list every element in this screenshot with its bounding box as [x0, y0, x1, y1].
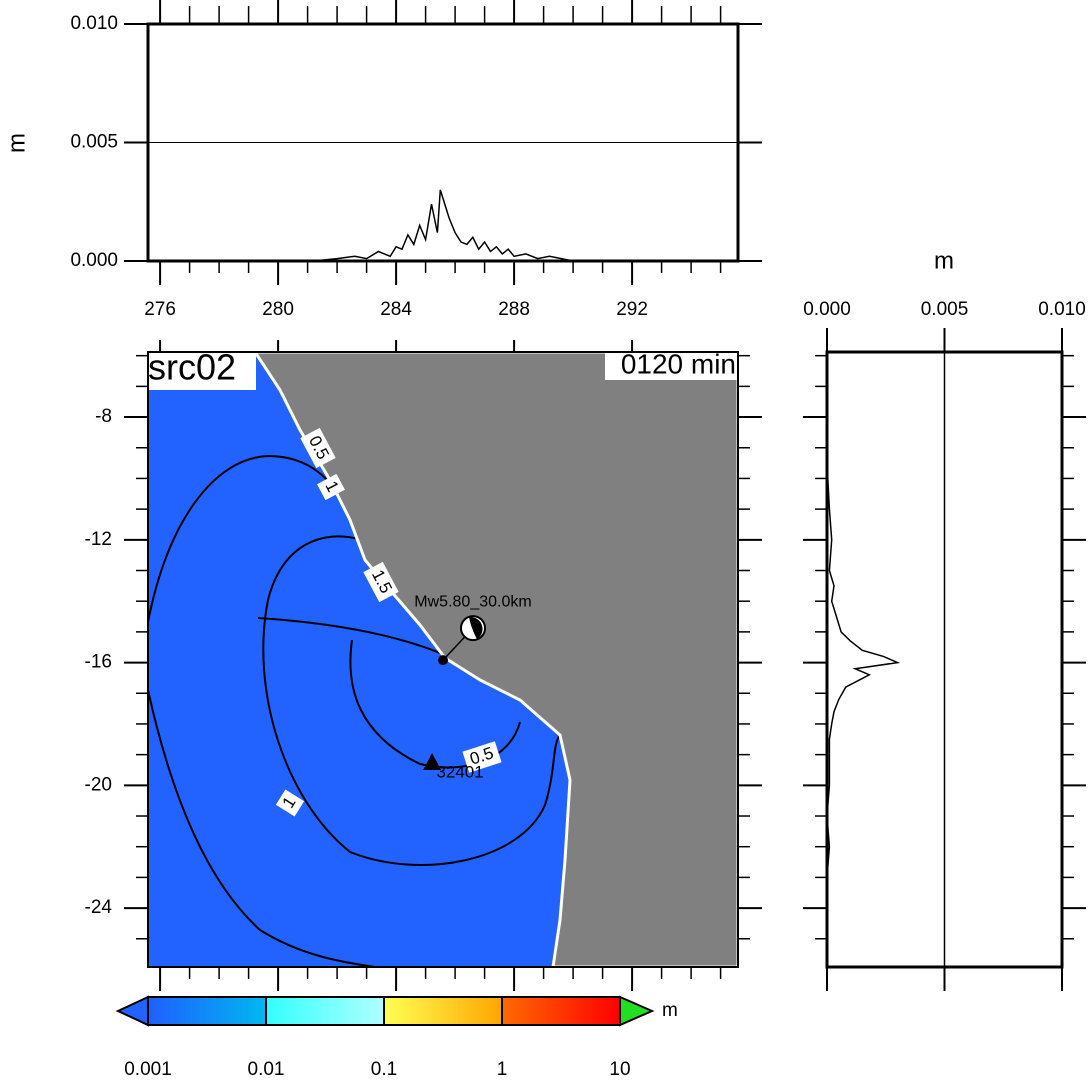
- beachball-quadrant: [469, 617, 483, 640]
- y-tick-label: 0.010: [70, 13, 118, 34]
- colorbar-segment: [148, 997, 266, 1025]
- time-box: [605, 350, 740, 380]
- y-tick-label: 0.000: [70, 250, 118, 271]
- colorbar-tick-label: 0.001: [124, 1059, 172, 1080]
- map-frame: [147, 351, 739, 968]
- x-tick-label: 0.010: [1038, 299, 1086, 320]
- x-axis-label: m: [934, 247, 954, 274]
- contour-line: [262, 535, 561, 866]
- x-tick-label: 284: [380, 299, 412, 320]
- colorbar-under: [115, 995, 149, 1027]
- station-label: 32401: [436, 762, 483, 781]
- epicenter: [438, 655, 448, 666]
- y-tick-label: -24: [85, 897, 113, 918]
- colorbar-segment: [266, 997, 384, 1025]
- y-tick-label: -12: [85, 529, 112, 550]
- contour-line: [349, 639, 521, 769]
- profile-line: [826, 463, 901, 939]
- colorbar-tick-label: 0.1: [371, 1059, 397, 1080]
- time-label: 0120 min: [621, 348, 736, 379]
- title-box: [144, 350, 256, 390]
- colorbar-tick-label: 10: [609, 1059, 630, 1080]
- colorbar-over: [619, 995, 655, 1027]
- source-label: Mw5.80_30.0km: [414, 593, 531, 610]
- colorbar-segment: [384, 997, 502, 1025]
- contour-line: [147, 689, 376, 968]
- colorbar-tick-label: 1: [497, 1059, 508, 1080]
- station: [423, 753, 442, 770]
- x-tick-label: 280: [262, 299, 294, 320]
- y-tick-label: 0.005: [70, 132, 118, 153]
- x-tick-label: 288: [498, 299, 530, 320]
- x-tick-label: 0.005: [921, 299, 969, 320]
- y-tick-label: -16: [85, 652, 112, 673]
- contour-line: [257, 617, 446, 656]
- profile-line: [313, 189, 574, 262]
- y-tick-label: -8: [95, 406, 112, 427]
- colorbar-segment: [502, 997, 620, 1025]
- map-title: src02: [148, 347, 236, 388]
- x-tick-label: 0.000: [803, 299, 851, 320]
- x-tick-label: 276: [144, 299, 176, 320]
- y-axis-label: m: [3, 133, 30, 153]
- colorbar-unit: m: [662, 1000, 678, 1021]
- y-tick-label: -20: [85, 774, 112, 795]
- colorbar-tick-label: 0.01: [248, 1059, 285, 1080]
- x-tick-label: 292: [616, 299, 648, 320]
